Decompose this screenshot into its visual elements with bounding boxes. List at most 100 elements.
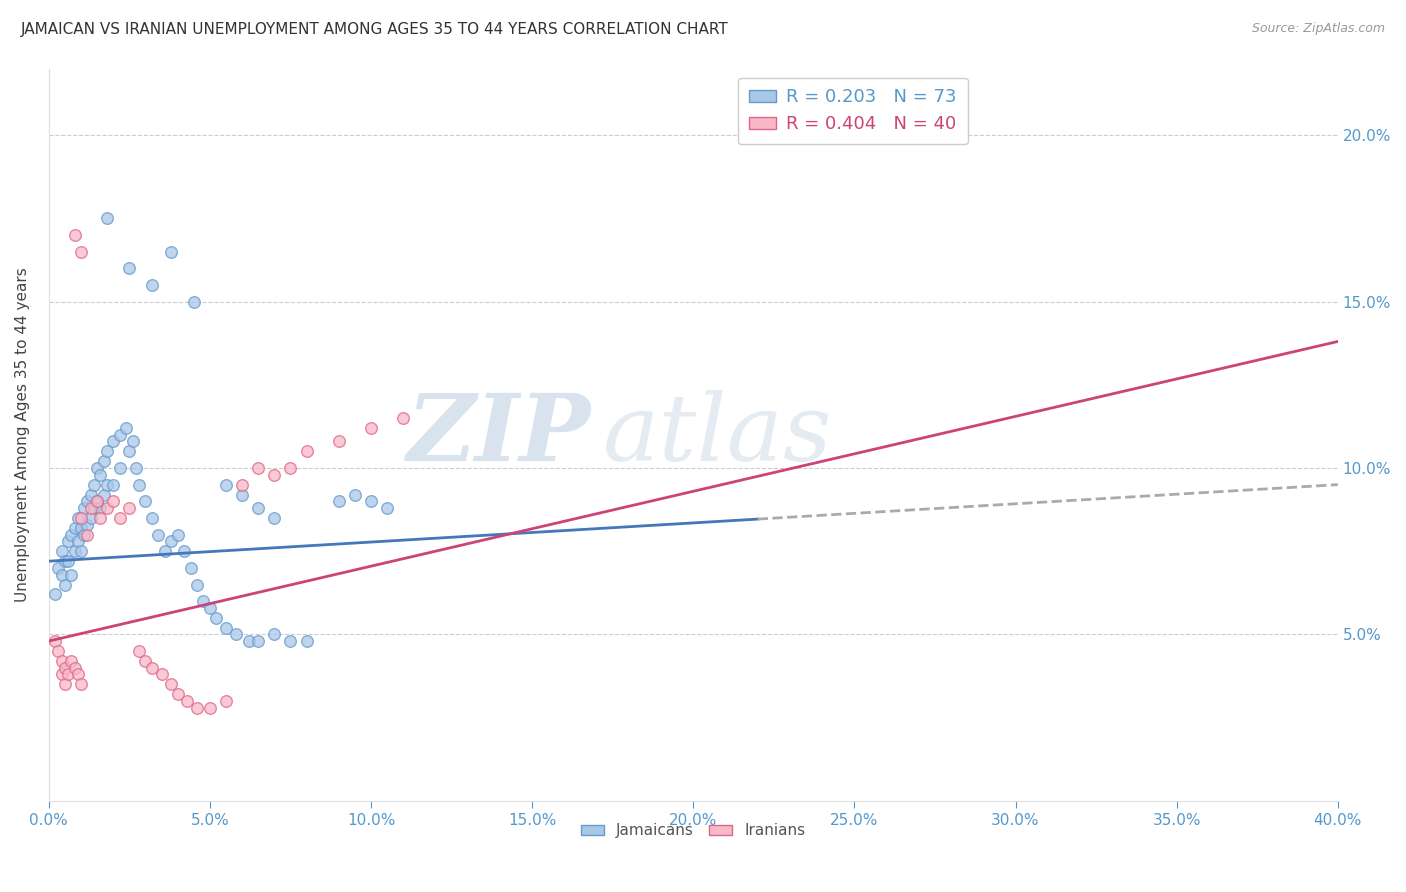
Point [263,627,285,641]
Point [118,261,141,276]
Point [134,494,156,508]
Point [73,500,96,515]
Point [166,527,188,541]
Point [51,567,73,582]
Point [79,511,101,525]
Text: atlas: atlas [603,390,832,480]
Point [183,294,205,309]
Point [108,461,131,475]
Point [215,621,238,635]
Point [60,527,83,541]
Point [180,561,202,575]
Point [186,577,208,591]
Point [118,444,141,458]
Point [247,634,270,648]
Point [70,244,93,259]
Point [128,644,150,658]
Point [51,654,73,668]
Legend: Jamaicans, Iranians: Jamaicans, Iranians [575,817,811,845]
Point [60,567,83,582]
Point [141,277,163,292]
Point [231,488,253,502]
Point [51,667,73,681]
Text: Source: ZipAtlas.com: Source: ZipAtlas.com [1251,22,1385,36]
Point [150,667,173,681]
Point [115,421,138,435]
Point [79,500,101,515]
Point [238,634,260,648]
Point [215,477,238,491]
Point [198,700,221,714]
Point [63,521,86,535]
Point [66,534,89,549]
Point [89,467,111,482]
Point [76,527,98,541]
Point [70,521,93,535]
Point [44,634,66,648]
Point [215,694,238,708]
Point [141,511,163,525]
Point [160,244,183,259]
Point [247,461,270,475]
Point [193,594,215,608]
Point [225,627,247,641]
Point [76,517,98,532]
Point [70,511,93,525]
Point [173,544,195,558]
Point [96,444,118,458]
Point [134,654,156,668]
Point [63,544,86,558]
Point [44,587,66,601]
Point [121,434,143,449]
Point [263,511,285,525]
Point [128,477,150,491]
Point [96,477,118,491]
Point [198,600,221,615]
Point [89,500,111,515]
Point [263,467,285,482]
Point [83,477,105,491]
Point [56,667,79,681]
Point [53,577,76,591]
Point [360,494,382,508]
Point [56,554,79,568]
Point [53,554,76,568]
Y-axis label: Unemployment Among Ages 35 to 44 years: Unemployment Among Ages 35 to 44 years [15,268,30,602]
Point [66,511,89,525]
Text: ZIP: ZIP [406,390,591,480]
Point [96,500,118,515]
Point [205,611,228,625]
Point [56,534,79,549]
Point [53,661,76,675]
Point [73,527,96,541]
Point [343,488,366,502]
Point [89,511,111,525]
Point [295,634,318,648]
Point [70,677,93,691]
Point [93,454,115,468]
Point [166,687,188,701]
Point [93,488,115,502]
Point [125,461,148,475]
Point [375,500,398,515]
Point [392,411,415,425]
Point [96,211,118,226]
Point [86,461,108,475]
Point [63,227,86,242]
Point [53,677,76,691]
Point [66,667,89,681]
Point [160,677,183,691]
Point [118,500,141,515]
Point [328,434,350,449]
Point [186,700,208,714]
Point [160,534,183,549]
Point [60,654,83,668]
Point [231,477,253,491]
Point [83,500,105,515]
Point [63,661,86,675]
Point [108,427,131,442]
Point [141,661,163,675]
Point [86,494,108,508]
Point [148,527,170,541]
Point [360,421,382,435]
